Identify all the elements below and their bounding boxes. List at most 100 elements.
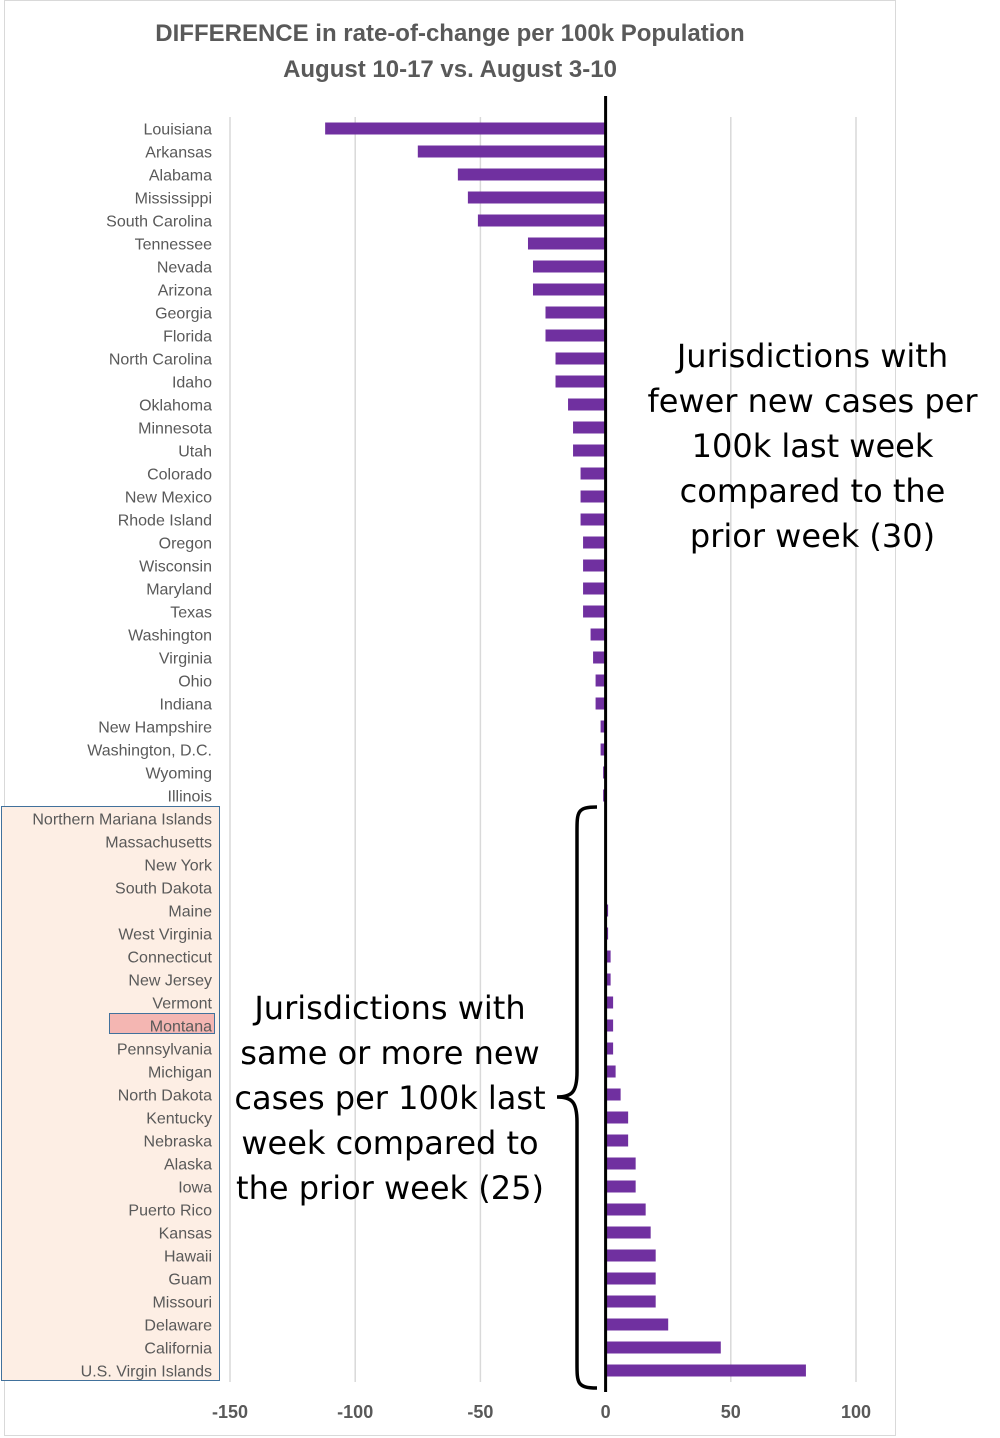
annotation-more-line: cases per 100k last	[234, 1079, 546, 1117]
category-label: Kansas	[159, 1226, 212, 1243]
bar	[605, 1318, 669, 1331]
category-label: Nevada	[157, 260, 212, 277]
category-label: Ohio	[178, 674, 212, 691]
category-label: Florida	[163, 329, 212, 346]
category-label: Delaware	[144, 1318, 212, 1335]
bar	[605, 950, 611, 963]
bar	[555, 375, 606, 388]
bar	[595, 674, 606, 687]
category-label: Oregon	[159, 536, 212, 553]
category-label: Guam	[168, 1272, 212, 1289]
category-label: New Mexico	[125, 490, 212, 507]
bar	[573, 444, 606, 457]
category-label: North Dakota	[118, 1088, 212, 1105]
bar	[600, 743, 606, 756]
bar	[605, 1203, 646, 1216]
category-label: Illinois	[168, 789, 212, 806]
bar	[605, 1042, 614, 1055]
bar	[595, 697, 606, 710]
category-label: Kentucky	[146, 1111, 212, 1128]
category-label: Georgia	[155, 306, 212, 323]
category-label: Arizona	[158, 283, 212, 300]
category-label: Rhode Island	[118, 513, 212, 530]
bar	[605, 1111, 629, 1124]
bar	[605, 1341, 721, 1354]
bar	[583, 582, 606, 595]
category-label: Wyoming	[145, 766, 212, 783]
annotation-fewer-line: fewer new cases per	[647, 382, 978, 420]
category-label: Hawaii	[164, 1249, 212, 1266]
category-label: Mississippi	[135, 191, 212, 208]
bar	[545, 306, 606, 319]
category-label: South Dakota	[115, 881, 212, 898]
bar	[605, 1088, 621, 1101]
bar	[605, 1226, 651, 1239]
annotation-fewer-line: 100k last week	[691, 427, 934, 465]
bar	[568, 398, 606, 411]
category-label: Alaska	[164, 1157, 212, 1174]
x-tick-label: -100	[337, 1402, 373, 1422]
category-label: Maine	[168, 904, 212, 921]
x-tick-label: -50	[467, 1402, 493, 1422]
bar	[605, 973, 611, 986]
bar	[477, 214, 606, 227]
category-label: West Virginia	[118, 927, 212, 944]
category-label: California	[144, 1341, 212, 1358]
category-label: Tennessee	[135, 237, 212, 254]
bar	[605, 1134, 629, 1147]
category-label: Washington, D.C.	[87, 743, 212, 760]
bar	[605, 996, 614, 1009]
category-label: Indiana	[160, 697, 213, 714]
bar	[605, 1249, 656, 1262]
category-label: Wisconsin	[139, 559, 212, 576]
category-label: New York	[144, 858, 213, 875]
category-label: Michigan	[148, 1065, 212, 1082]
category-label: Alabama	[149, 168, 212, 185]
bar	[555, 352, 606, 365]
category-label: Washington	[128, 628, 212, 645]
chart-title: DIFFERENCE in rate-of-change per 100k Po…	[155, 20, 745, 47]
category-label: Minnesota	[138, 421, 212, 438]
annotation-more-line: the prior week (25)	[236, 1169, 544, 1207]
annotation-more: Jurisdictions with same or more new case…	[225, 986, 555, 1211]
category-label: Pennsylvania	[117, 1042, 212, 1059]
category-label: Iowa	[178, 1180, 212, 1197]
category-label: Nebraska	[144, 1134, 213, 1151]
bar	[457, 168, 606, 181]
category-label: New Hampshire	[98, 720, 212, 737]
bar	[583, 559, 606, 572]
bar	[605, 1272, 656, 1285]
bar	[580, 467, 606, 480]
bar	[600, 720, 606, 733]
bar	[545, 329, 606, 342]
brace	[556, 805, 598, 1390]
annotation-fewer-line: compared to the	[679, 472, 946, 510]
category-label: North Carolina	[109, 352, 212, 369]
bar	[532, 283, 606, 296]
category-label: New Jersey	[128, 973, 212, 990]
category-label: Northern Mariana Islands	[32, 812, 212, 829]
annotation-fewer: Jurisdictions with fewer new cases per 1…	[640, 334, 985, 559]
annotation-more-line: same or more new	[240, 1034, 540, 1072]
bar	[583, 605, 606, 618]
bar	[580, 513, 606, 526]
x-tick-label: 100	[841, 1402, 871, 1422]
bar	[583, 536, 606, 549]
bar	[605, 1065, 616, 1078]
bar	[605, 1157, 636, 1170]
category-label: Connecticut	[128, 950, 213, 967]
x-tick-label: 0	[601, 1402, 611, 1422]
bar	[573, 421, 606, 434]
annotation-fewer-line: Jurisdictions with	[676, 337, 949, 375]
annotation-fewer-line: prior week (30)	[689, 517, 936, 555]
annotation-more-line: Jurisdictions with	[254, 989, 526, 1027]
bar	[417, 145, 606, 158]
category-label: Oklahoma	[139, 398, 212, 415]
bar	[532, 260, 606, 273]
same-or-more-highlight-box	[1, 806, 220, 1381]
category-label: U.S. Virgin Islands	[81, 1364, 212, 1381]
bar	[590, 628, 606, 641]
category-label: Vermont	[152, 996, 212, 1013]
bar	[605, 1295, 656, 1308]
